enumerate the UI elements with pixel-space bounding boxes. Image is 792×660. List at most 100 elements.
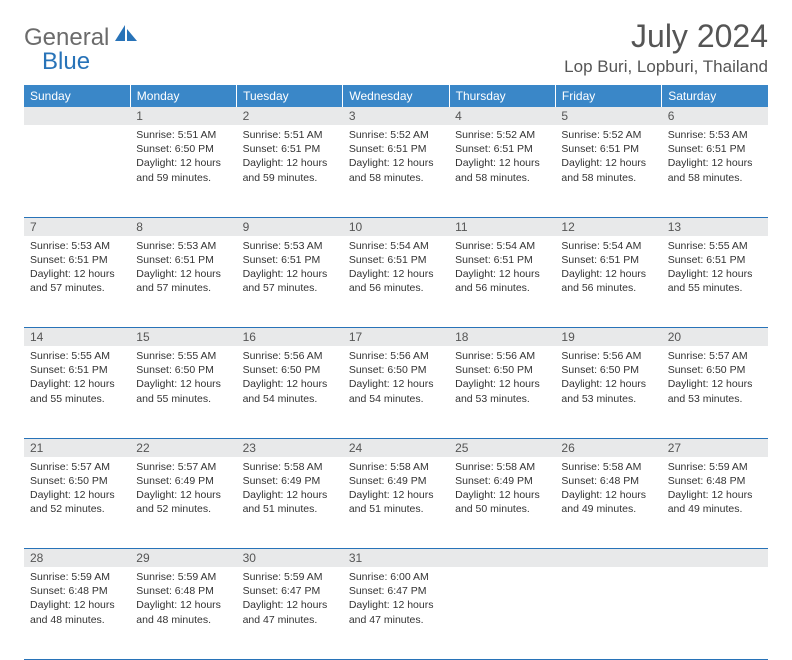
- daynum-cell: [555, 549, 661, 568]
- day-number: 21: [24, 439, 130, 457]
- day-content: Sunrise: 6:00 AMSunset: 6:47 PMDaylight:…: [343, 567, 449, 633]
- day-number: 25: [449, 439, 555, 457]
- day-content: Sunrise: 5:55 AMSunset: 6:51 PMDaylight:…: [662, 236, 768, 302]
- weekday-header: Tuesday: [237, 85, 343, 107]
- daynum-cell: 8: [130, 217, 236, 236]
- daynum-cell: 2: [237, 107, 343, 125]
- day-cell: Sunrise: 5:56 AMSunset: 6:50 PMDaylight:…: [343, 346, 449, 438]
- day-number: 2: [237, 107, 343, 125]
- day-number: 14: [24, 328, 130, 346]
- daynum-cell: 29: [130, 549, 236, 568]
- day-number: 12: [555, 218, 661, 236]
- day-number: 13: [662, 218, 768, 236]
- title-block: July 2024 Lop Buri, Lopburi, Thailand: [564, 18, 768, 77]
- day-cell: [449, 567, 555, 659]
- day-content: Sunrise: 5:53 AMSunset: 6:51 PMDaylight:…: [237, 236, 343, 302]
- weekday-header: Sunday: [24, 85, 130, 107]
- day-content: Sunrise: 5:58 AMSunset: 6:49 PMDaylight:…: [343, 457, 449, 523]
- day-content: Sunrise: 5:52 AMSunset: 6:51 PMDaylight:…: [343, 125, 449, 191]
- day-content: Sunrise: 5:53 AMSunset: 6:51 PMDaylight:…: [662, 125, 768, 191]
- daynum-cell: 4: [449, 107, 555, 125]
- location: Lop Buri, Lopburi, Thailand: [564, 57, 768, 77]
- day-content: Sunrise: 5:59 AMSunset: 6:48 PMDaylight:…: [130, 567, 236, 633]
- day-content: Sunrise: 5:53 AMSunset: 6:51 PMDaylight:…: [24, 236, 130, 302]
- calendar-table: SundayMondayTuesdayWednesdayThursdayFrid…: [24, 85, 768, 660]
- day-cell: Sunrise: 5:54 AMSunset: 6:51 PMDaylight:…: [449, 236, 555, 328]
- day-number: 8: [130, 218, 236, 236]
- day-content: Sunrise: 5:51 AMSunset: 6:51 PMDaylight:…: [237, 125, 343, 191]
- day-number: 17: [343, 328, 449, 346]
- day-number: 9: [237, 218, 343, 236]
- week-row: Sunrise: 5:59 AMSunset: 6:48 PMDaylight:…: [24, 567, 768, 659]
- weekday-header: Thursday: [449, 85, 555, 107]
- weekday-header: Monday: [130, 85, 236, 107]
- daynum-cell: 1: [130, 107, 236, 125]
- daynum-cell: 13: [662, 217, 768, 236]
- day-cell: Sunrise: 5:59 AMSunset: 6:48 PMDaylight:…: [662, 457, 768, 549]
- day-number: 5: [555, 107, 661, 125]
- day-number: 6: [662, 107, 768, 125]
- day-cell: Sunrise: 5:57 AMSunset: 6:50 PMDaylight:…: [662, 346, 768, 438]
- daynum-row: 123456: [24, 107, 768, 125]
- day-cell: Sunrise: 5:57 AMSunset: 6:49 PMDaylight:…: [130, 457, 236, 549]
- day-number: 20: [662, 328, 768, 346]
- day-number: 28: [24, 549, 130, 567]
- day-number: 1: [130, 107, 236, 125]
- day-cell: Sunrise: 5:56 AMSunset: 6:50 PMDaylight:…: [555, 346, 661, 438]
- day-content: Sunrise: 5:54 AMSunset: 6:51 PMDaylight:…: [555, 236, 661, 302]
- day-cell: Sunrise: 5:58 AMSunset: 6:49 PMDaylight:…: [449, 457, 555, 549]
- day-content: Sunrise: 5:58 AMSunset: 6:48 PMDaylight:…: [555, 457, 661, 523]
- day-content: Sunrise: 5:56 AMSunset: 6:50 PMDaylight:…: [449, 346, 555, 412]
- day-number: 7: [24, 218, 130, 236]
- day-number: 15: [130, 328, 236, 346]
- day-cell: Sunrise: 5:51 AMSunset: 6:51 PMDaylight:…: [237, 125, 343, 217]
- day-cell: [662, 567, 768, 659]
- daynum-cell: 28: [24, 549, 130, 568]
- daynum-cell: 20: [662, 328, 768, 347]
- day-content: Sunrise: 5:54 AMSunset: 6:51 PMDaylight:…: [449, 236, 555, 302]
- day-number: 29: [130, 549, 236, 567]
- day-content: Sunrise: 5:56 AMSunset: 6:50 PMDaylight:…: [555, 346, 661, 412]
- daynum-cell: 17: [343, 328, 449, 347]
- day-cell: Sunrise: 5:52 AMSunset: 6:51 PMDaylight:…: [343, 125, 449, 217]
- daynum-cell: 16: [237, 328, 343, 347]
- day-content: Sunrise: 5:52 AMSunset: 6:51 PMDaylight:…: [555, 125, 661, 191]
- daynum-cell: [449, 549, 555, 568]
- day-cell: Sunrise: 5:59 AMSunset: 6:48 PMDaylight:…: [24, 567, 130, 659]
- day-content: Sunrise: 5:58 AMSunset: 6:49 PMDaylight:…: [449, 457, 555, 523]
- day-cell: Sunrise: 5:58 AMSunset: 6:49 PMDaylight:…: [237, 457, 343, 549]
- daynum-row: 14151617181920: [24, 328, 768, 347]
- daynum-cell: [24, 107, 130, 125]
- daynum-cell: 31: [343, 549, 449, 568]
- day-number: [555, 549, 661, 567]
- day-number: 30: [237, 549, 343, 567]
- day-cell: Sunrise: 5:52 AMSunset: 6:51 PMDaylight:…: [555, 125, 661, 217]
- week-row: Sunrise: 5:57 AMSunset: 6:50 PMDaylight:…: [24, 457, 768, 549]
- daynum-cell: 5: [555, 107, 661, 125]
- day-cell: Sunrise: 5:58 AMSunset: 6:48 PMDaylight:…: [555, 457, 661, 549]
- daynum-cell: 6: [662, 107, 768, 125]
- day-cell: Sunrise: 5:53 AMSunset: 6:51 PMDaylight:…: [24, 236, 130, 328]
- weekday-header-row: SundayMondayTuesdayWednesdayThursdayFrid…: [24, 85, 768, 107]
- day-cell: Sunrise: 5:54 AMSunset: 6:51 PMDaylight:…: [555, 236, 661, 328]
- day-content: Sunrise: 5:59 AMSunset: 6:47 PMDaylight:…: [237, 567, 343, 633]
- day-cell: Sunrise: 5:58 AMSunset: 6:49 PMDaylight:…: [343, 457, 449, 549]
- day-cell: [555, 567, 661, 659]
- day-number: 3: [343, 107, 449, 125]
- month-title: July 2024: [564, 18, 768, 55]
- daynum-cell: 23: [237, 438, 343, 457]
- week-row: Sunrise: 5:53 AMSunset: 6:51 PMDaylight:…: [24, 236, 768, 328]
- day-number: 18: [449, 328, 555, 346]
- day-number: 23: [237, 439, 343, 457]
- day-number: 22: [130, 439, 236, 457]
- day-content: Sunrise: 5:57 AMSunset: 6:50 PMDaylight:…: [662, 346, 768, 412]
- day-number: [24, 107, 130, 125]
- day-content: Sunrise: 5:59 AMSunset: 6:48 PMDaylight:…: [24, 567, 130, 633]
- day-number: [449, 549, 555, 567]
- week-row: Sunrise: 5:55 AMSunset: 6:51 PMDaylight:…: [24, 346, 768, 438]
- day-cell: [24, 125, 130, 217]
- daynum-cell: 12: [555, 217, 661, 236]
- daynum-cell: 30: [237, 549, 343, 568]
- daynum-row: 28293031: [24, 549, 768, 568]
- day-cell: Sunrise: 5:56 AMSunset: 6:50 PMDaylight:…: [449, 346, 555, 438]
